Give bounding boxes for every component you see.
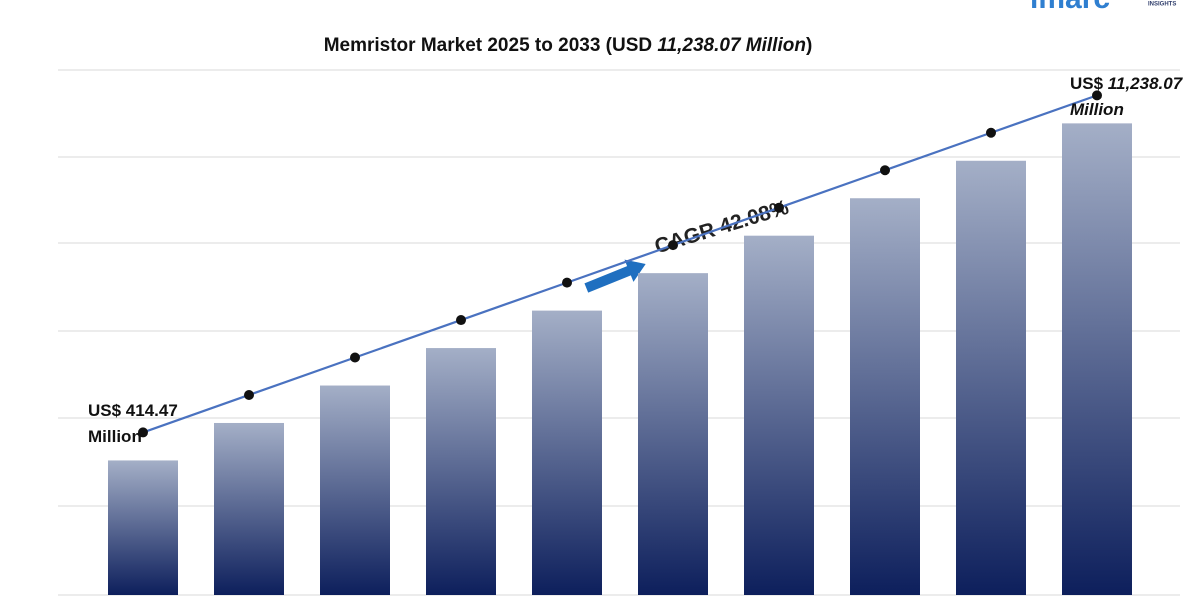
bar — [320, 385, 390, 595]
trend-point — [774, 202, 784, 213]
trend-point — [562, 277, 572, 288]
trend-point — [138, 427, 148, 438]
title-part: ) — [806, 35, 812, 56]
title-part: Memristor Market 2025 to 2033 (USD — [324, 35, 658, 56]
value-label: US$ 414.47 Million — [88, 401, 178, 446]
trend-point — [880, 165, 890, 176]
value-label-line: US$ 11,238.07 — [1070, 74, 1184, 93]
bar — [638, 273, 708, 595]
trend-point — [986, 127, 996, 138]
bar — [108, 460, 178, 595]
value-label-line: Million — [88, 427, 142, 446]
bar — [426, 348, 496, 595]
trend-point — [350, 352, 360, 363]
bar — [532, 310, 602, 595]
cagr-arrow — [584, 259, 646, 293]
arrow-head — [624, 259, 646, 282]
bar — [214, 422, 284, 595]
title-part: 11,238.07 Million — [657, 35, 806, 56]
value-label-line: Million — [1070, 100, 1124, 119]
trend-point — [1092, 90, 1102, 101]
chart-title: Memristor Market 2025 to 2033 (USD 11,23… — [324, 35, 813, 56]
arrow-shaft — [584, 265, 633, 293]
bar — [744, 235, 814, 596]
trend-line — [142, 94, 1098, 434]
value-label: US$ 11,238.07 Million — [1070, 74, 1184, 119]
value-label-number: 414.47 — [126, 401, 178, 420]
logo: imarc — [1030, 0, 1110, 15]
bar — [1062, 123, 1132, 596]
trend-point — [668, 240, 678, 251]
trend-point — [244, 389, 254, 400]
bar — [956, 160, 1026, 595]
logo-tagline: INSIGHTS — [1148, 2, 1176, 8]
trend-point — [456, 315, 466, 326]
value-label-line: US$ 414.47 — [88, 401, 178, 420]
value-label-number: 11,238.07 — [1108, 74, 1184, 93]
bar — [850, 198, 920, 595]
